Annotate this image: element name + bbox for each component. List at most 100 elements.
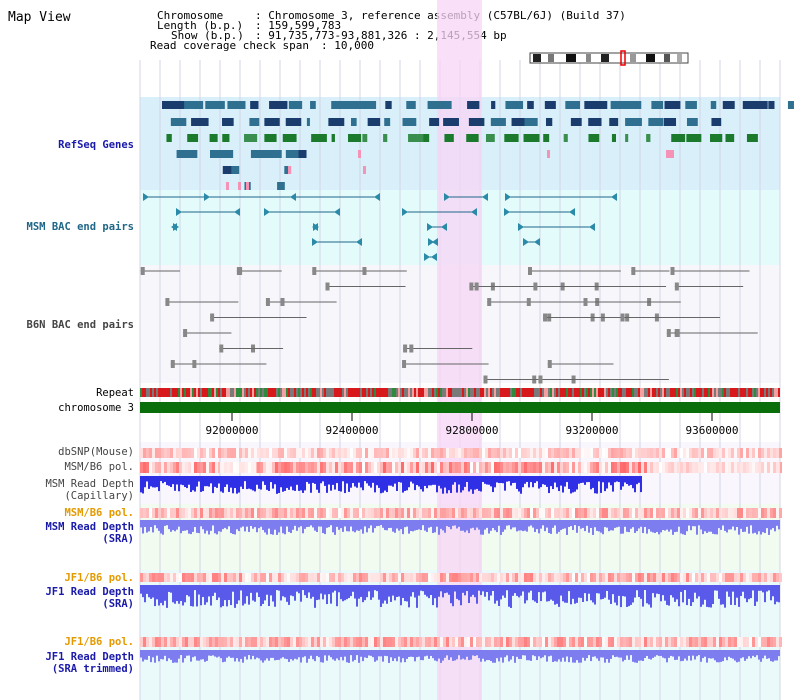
dbsnp-cell	[365, 448, 368, 458]
jf1-pol2-cell	[512, 637, 515, 647]
msm-bac-end	[504, 208, 510, 216]
msm-pol2-cell	[674, 508, 677, 518]
repeat-segment	[292, 388, 294, 397]
jf1-pol2-cell	[194, 637, 197, 647]
msm-pol2-cell	[752, 508, 755, 518]
jf1-trim-depth-bar	[702, 650, 704, 659]
msm-sra-depth-bar	[698, 520, 700, 526]
msm-cap-depth-bar	[534, 476, 536, 483]
msm-sra-depth-bar	[656, 520, 658, 532]
track-label-refseq[interactable]: RefSeq Genes	[58, 139, 134, 151]
msm-cap-depth-bar	[592, 476, 594, 488]
msm-pol-cell	[527, 462, 530, 473]
jf1-trim-depth-bar	[592, 650, 594, 657]
jf1-trim-depth-bar	[408, 650, 410, 657]
msm-sra-depth-bar	[362, 520, 364, 534]
msm-sra-depth-bar	[252, 520, 254, 529]
dbsnp-cell	[665, 448, 668, 458]
msm-pol2-cell	[242, 508, 245, 518]
jf1-pol2-cell	[410, 637, 413, 647]
jf1-sra-depth-bar	[564, 585, 566, 603]
repeat-segment	[644, 388, 646, 397]
msm-pol2-cell	[143, 508, 146, 518]
msm-pol2-cell	[320, 508, 323, 518]
jf1-sra-depth-bar	[720, 585, 722, 605]
msm-pol2-cell	[338, 508, 341, 518]
msm-sra-depth-bar	[714, 520, 716, 535]
jf1-sra-depth-bar	[740, 585, 742, 597]
repeat-segment	[270, 388, 272, 397]
jf1-pol2-cell	[773, 637, 776, 647]
axis-tick-label: 92800000	[446, 424, 499, 437]
msm-bac-end	[589, 223, 595, 231]
repeat-segment	[508, 388, 510, 397]
jf1-sra-depth-bar	[706, 585, 708, 607]
msm-pol2-cell	[716, 508, 719, 518]
repeat-segment	[186, 388, 188, 397]
dbsnp-cell	[710, 448, 713, 458]
track-label-msm-bac[interactable]: MSM BAC end pairs	[26, 221, 134, 233]
msm-pol-cell	[356, 462, 359, 473]
jf1-sra-depth-bar	[672, 585, 674, 598]
msm-pol2-cell	[470, 508, 473, 518]
jf1-sra-depth-bar	[606, 585, 608, 591]
jf1-trim-depth-bar	[434, 650, 436, 661]
jf1-sra-depth-bar	[776, 585, 778, 602]
msm-sra-depth-bar	[660, 520, 662, 533]
jf1-pol-cell	[299, 573, 302, 582]
msm-cap-depth-bar	[208, 476, 210, 487]
jf1-pol-cell	[638, 573, 641, 582]
jf1-pol2-cell	[182, 637, 185, 647]
msm-sra-depth-bar	[460, 520, 462, 531]
msm-cap-depth-bar	[378, 476, 380, 488]
msm-sra-depth-bar	[160, 520, 162, 534]
jf1-pol-cell	[755, 573, 758, 582]
msm-sra-depth-bar	[552, 520, 554, 528]
dbsnp-cell	[227, 448, 230, 458]
msm-sra-depth-bar	[644, 520, 646, 528]
jf1-sra-depth-bar	[204, 585, 206, 605]
msm-sra-depth-bar	[400, 520, 402, 530]
msm-sra-depth-bar	[720, 520, 722, 530]
msm-sra-depth-bar	[536, 520, 538, 530]
jf1-pol2-cell	[566, 637, 569, 647]
msm-sra-depth-bar	[532, 520, 534, 528]
dbsnp-cell	[251, 448, 254, 458]
msm-cap-depth-bar	[260, 476, 262, 490]
track-label-b6n-bac[interactable]: B6N BAC end pairs	[26, 319, 134, 331]
jf1-pol-cell	[554, 573, 557, 582]
msm-cap-depth-bar	[574, 476, 576, 492]
jf1-trim-depth-bar	[608, 650, 610, 663]
msm-cap-depth-bar	[476, 476, 478, 489]
msm-bac-end	[424, 253, 430, 261]
dbsnp-cell	[668, 448, 671, 458]
jf1-sra-depth-bar	[410, 585, 412, 597]
msm-pol2-cell	[374, 508, 377, 518]
jf1-trim-depth-bar	[410, 650, 412, 657]
msm-sra-depth-bar	[384, 520, 386, 531]
msm-sra-depth-bar	[730, 520, 732, 530]
refseq-gene	[348, 134, 362, 142]
dbsnp-cell	[632, 448, 635, 458]
jf1-trim-depth-bar	[488, 650, 490, 661]
msm-pol2-cell	[293, 508, 296, 518]
msm-sra-depth-bar	[196, 520, 198, 533]
msm-pol2-cell	[287, 508, 290, 518]
jf1-trim-depth-bar	[324, 650, 326, 656]
jf1-pol-cell	[377, 573, 380, 582]
repeat-segment	[172, 388, 174, 397]
msm-sra-depth-bar	[360, 520, 362, 530]
repeat-segment	[602, 388, 604, 397]
dbsnp-cell	[644, 448, 647, 458]
jf1-trim-depth-bar	[634, 650, 636, 663]
msm-pol-cell	[392, 462, 395, 473]
msm-sra-depth-bar	[478, 520, 480, 530]
jf1-pol-cell	[185, 573, 188, 582]
jf1-pol2-cell	[620, 637, 623, 647]
b6n-bac-end	[165, 298, 170, 306]
jf1-sra-depth-bar	[728, 585, 730, 597]
jf1-pol-cell	[500, 573, 503, 582]
msm-pol2-cell	[557, 508, 560, 518]
jf1-sra-depth-bar	[186, 585, 188, 596]
